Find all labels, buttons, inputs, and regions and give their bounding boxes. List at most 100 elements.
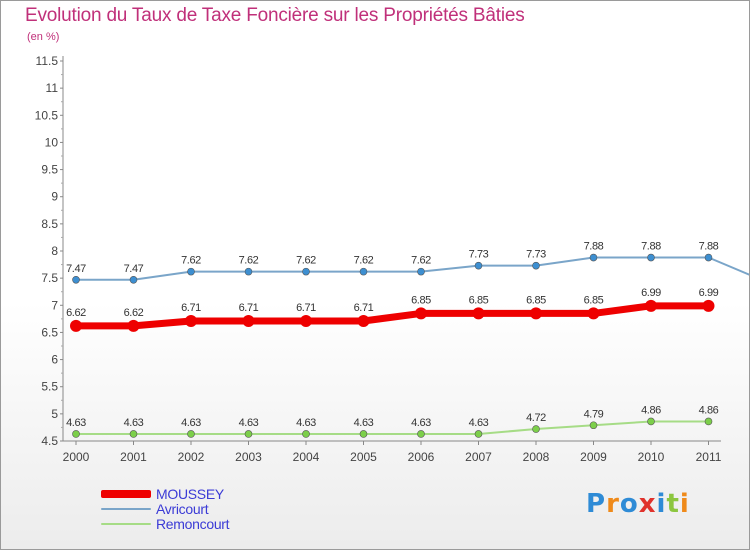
data-label-avricourt: 7.62	[181, 255, 201, 267]
data-label-moussey: 6.62	[66, 307, 86, 319]
x-tick-label: 2008	[523, 450, 550, 464]
legend-swatch-remoncourt	[101, 522, 151, 525]
data-point-moussey	[530, 307, 542, 320]
data-point-avricourt	[72, 275, 80, 284]
data-point-moussey	[300, 315, 312, 328]
legend-label-remoncourt: Remoncourt	[156, 515, 230, 532]
data-point-avricourt	[302, 267, 310, 276]
data-label-avricourt: 7.62	[411, 255, 431, 267]
legend-label-moussey: MOUSSEY	[156, 485, 224, 502]
x-tick-label: 2010	[638, 450, 665, 464]
data-point-remoncourt	[474, 430, 483, 438]
data-point-moussey	[472, 307, 485, 320]
x-tick-label: 2003	[235, 450, 262, 464]
data-point-remoncourt	[302, 430, 310, 438]
data-label-moussey: 6.71	[181, 302, 201, 314]
data-point-avricourt	[244, 267, 253, 276]
data-point-moussey	[587, 307, 600, 320]
data-label-avricourt: 7.88	[584, 241, 604, 253]
legend-item-moussey: MOUSSEY	[101, 485, 229, 502]
x-tick-label: 2011	[696, 450, 722, 464]
data-label-remoncourt: 4.63	[354, 417, 374, 429]
data-point-remoncourt	[532, 425, 540, 433]
data-label-moussey: 6.99	[641, 287, 661, 299]
data-point-avricourt	[129, 275, 138, 284]
y-tick-label: 8.5	[41, 217, 58, 231]
chart-subtitle: (en %)	[27, 31, 60, 43]
data-label-avricourt: 7.88	[641, 241, 661, 253]
data-point-avricourt	[532, 261, 540, 270]
data-label-avricourt: 7.73	[469, 249, 489, 261]
x-tick-label: 2005	[350, 450, 377, 464]
data-label-remoncourt: 4.63	[411, 417, 431, 429]
data-point-avricourt	[187, 267, 195, 276]
data-point-remoncourt	[129, 430, 138, 438]
y-tick-label: 11	[46, 81, 59, 95]
data-label-moussey: 6.85	[526, 294, 546, 306]
y-tick-label: 9	[51, 190, 58, 204]
data-label-remoncourt: 4.72	[526, 412, 546, 424]
series-line-remoncourt	[75, 420, 710, 435]
y-tick-label: 5.5	[41, 380, 58, 394]
data-point-avricourt	[474, 261, 483, 270]
data-point-moussey	[70, 319, 82, 332]
series-line-moussey	[72, 302, 712, 330]
data-label-remoncourt: 4.63	[239, 417, 259, 429]
data-point-remoncourt	[244, 430, 253, 438]
data-label-avricourt: 7.73	[526, 249, 546, 261]
data-label-avricourt: 7.88	[699, 241, 719, 253]
y-tick-label: 7.5	[41, 271, 58, 285]
data-label-moussey: 6.85	[411, 294, 431, 306]
data-point-avricourt	[647, 253, 655, 262]
data-label-avricourt: 7.62	[354, 255, 374, 267]
data-label-remoncourt: 4.63	[469, 417, 489, 429]
y-tick-label: 8	[51, 244, 58, 258]
data-label-avricourt: 7.62	[296, 255, 316, 267]
data-point-remoncourt	[704, 417, 713, 426]
data-point-moussey	[702, 299, 715, 312]
data-point-avricourt	[589, 253, 598, 262]
legend-item-avricourt: Avricourt	[101, 500, 229, 517]
x-tick-label: 2009	[580, 450, 607, 464]
x-tick-label: 2006	[408, 450, 435, 464]
y-tick-label: 4.5	[41, 434, 58, 448]
x-tick-label: 2000	[63, 450, 90, 464]
x-tick-label: 2007	[465, 450, 492, 464]
data-label-remoncourt: 4.63	[124, 417, 144, 429]
x-tick-label: 2001	[120, 450, 147, 464]
y-tick-label: 6.5	[41, 325, 58, 339]
data-label-moussey: 6.62	[124, 307, 144, 319]
y-tick-label: 7	[51, 298, 58, 312]
legend-label-avricourt: Avricourt	[156, 500, 209, 517]
y-tick-label: 10	[45, 135, 59, 149]
data-label-moussey: 6.71	[239, 302, 259, 314]
data-label-avricourt: 7.47	[124, 263, 144, 275]
data-point-remoncourt	[359, 430, 368, 438]
data-label-moussey: 6.85	[469, 294, 489, 306]
data-label-remoncourt: 4.63	[181, 417, 201, 429]
y-tick-label: 11.5	[36, 54, 59, 68]
y-tick-label: 10.5	[35, 108, 59, 122]
data-point-avricourt	[359, 267, 368, 276]
data-point-moussey	[415, 307, 427, 320]
data-label-remoncourt: 4.63	[66, 417, 86, 429]
data-point-moussey	[645, 299, 657, 312]
data-label-avricourt: 7.47	[66, 263, 86, 275]
data-point-avricourt	[417, 267, 425, 276]
data-label-moussey: 6.85	[584, 294, 604, 306]
y-tick-label: 5	[51, 407, 58, 421]
data-label-avricourt: 7.62	[239, 255, 259, 267]
data-label-moussey: 6.71	[296, 302, 316, 314]
y-tick-label: 9.5	[41, 163, 58, 177]
data-label-remoncourt: 4.86	[699, 404, 719, 416]
data-point-remoncourt	[187, 430, 195, 438]
data-point-remoncourt	[72, 430, 80, 438]
data-point-moussey	[185, 315, 197, 328]
y-tick-label: 6	[51, 353, 58, 367]
data-point-moussey	[127, 319, 140, 332]
proxiti-logo: Proxiti	[586, 489, 690, 519]
legend-swatch-moussey	[101, 489, 151, 498]
data-label-remoncourt: 4.79	[584, 408, 604, 420]
